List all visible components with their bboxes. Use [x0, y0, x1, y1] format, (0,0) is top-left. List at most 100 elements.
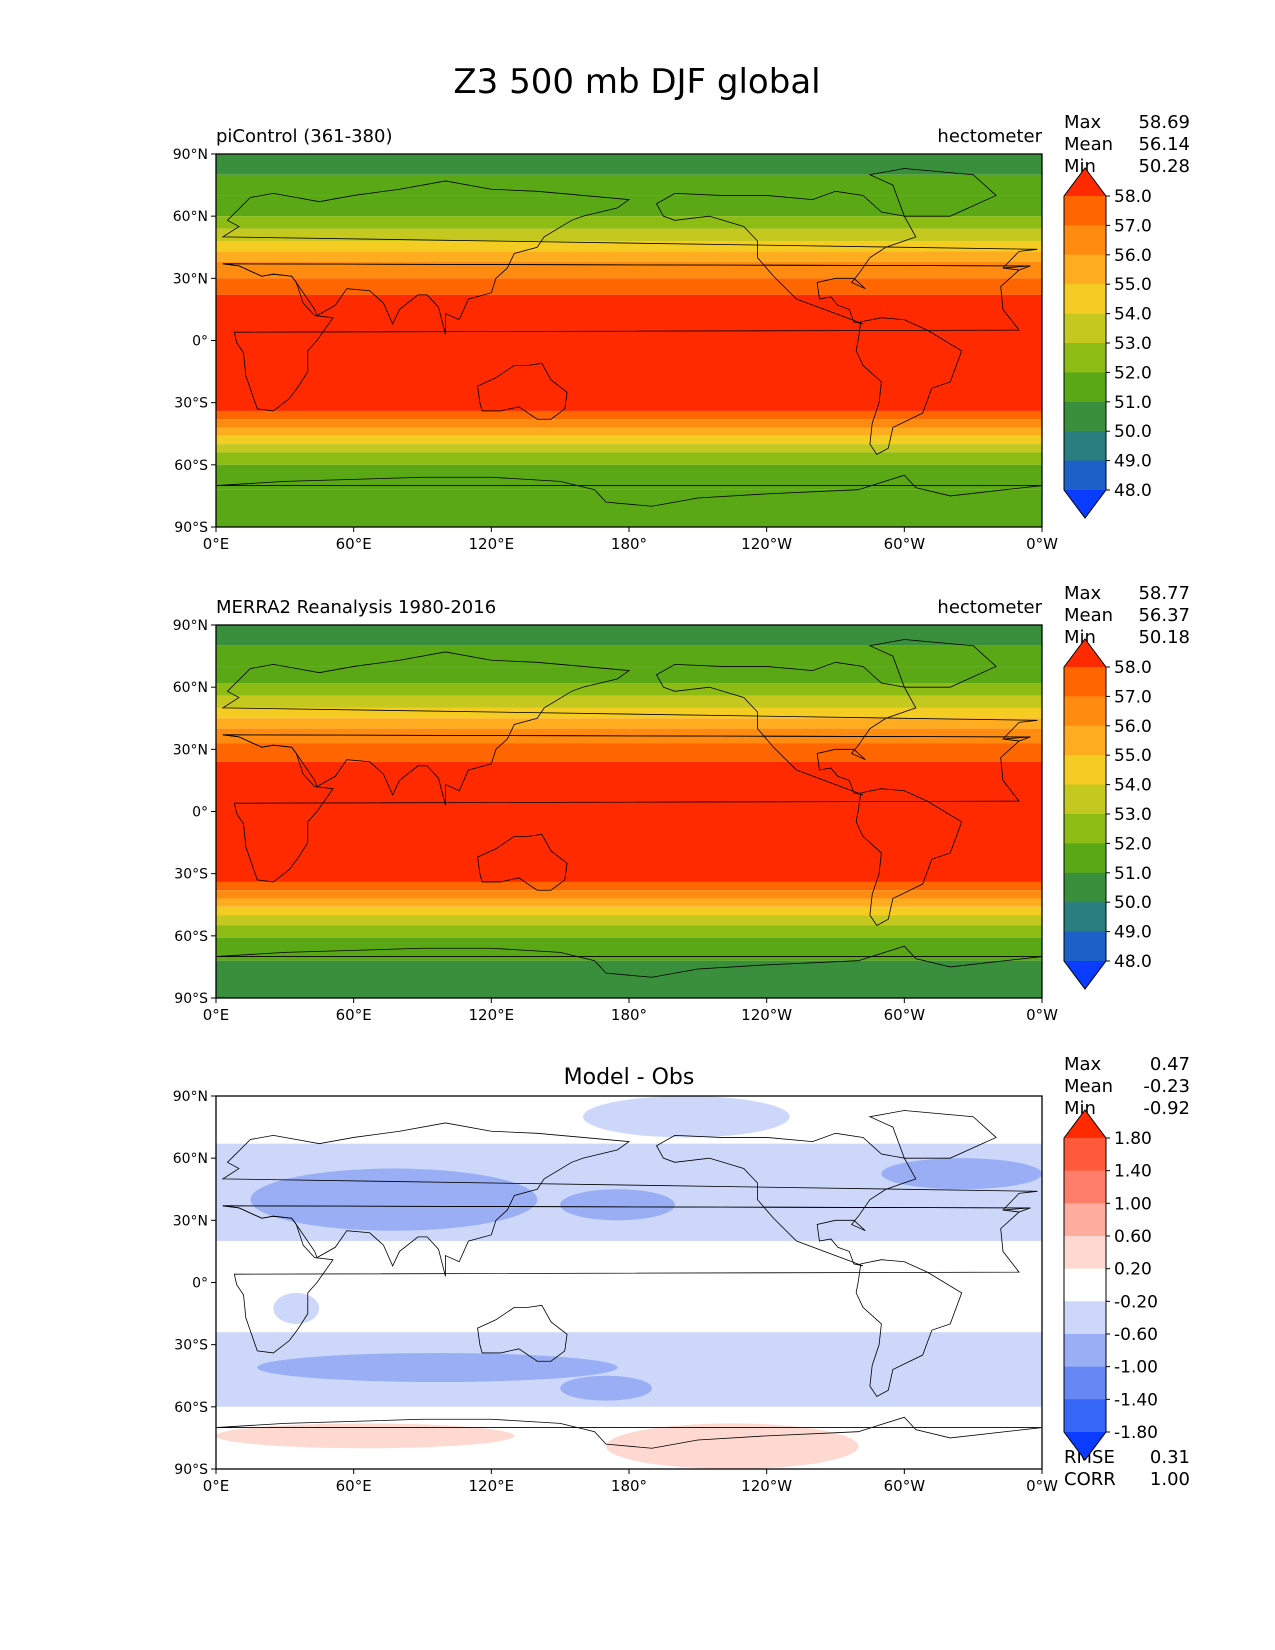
colorbar-segment — [1064, 431, 1106, 462]
stat-label: Mean — [1064, 1076, 1113, 1097]
colorbar-segment — [1064, 1334, 1106, 1368]
anomaly-region — [881, 1158, 1042, 1190]
stat-label: Max — [1064, 112, 1102, 133]
lon-tick-label: 180° — [611, 1477, 647, 1495]
colorbar-tick-label: -0.20 — [1114, 1292, 1158, 1312]
contour-band — [216, 410, 1042, 420]
lat-tick-label: 30°N — [173, 742, 208, 758]
colorbar-tick-label: 52.0 — [1114, 363, 1152, 383]
colorbar-tick-label: -1.00 — [1114, 1358, 1158, 1378]
colorbar-segment — [1064, 1366, 1106, 1400]
lat-tick-label: 90°N — [173, 1089, 208, 1105]
coastline — [477, 1304, 568, 1362]
colorbar-segment — [1064, 1236, 1106, 1270]
map-panel: 90°N 60°N 30°N 0° 30°S 60°S 90°S0°E 60°E 120°E 18… — [173, 1054, 1190, 1495]
contour-band — [216, 241, 1042, 252]
contour-band — [216, 419, 1042, 428]
coastline — [655, 661, 917, 796]
colorbar-segment — [1064, 1301, 1106, 1335]
map-panel: 90°N 60°N 30°N 0° 30°S 60°S 90°S0°E 60°E 120°E 18… — [173, 583, 1190, 1024]
map-field — [216, 625, 1042, 998]
lat-tick-label: 90°S — [174, 991, 208, 1007]
contour-band — [216, 464, 1042, 490]
contour-band — [216, 427, 1042, 436]
lat-tick-label: 30°N — [173, 271, 208, 287]
colorbar-segment — [1064, 372, 1106, 403]
lon-tick-label: 180° — [611, 1006, 647, 1024]
coastline — [868, 1110, 997, 1159]
lon-tick-label: 180° — [611, 535, 647, 553]
colorbar-extend-top — [1064, 1110, 1106, 1138]
anomaly-region — [250, 1168, 538, 1231]
colorbar-segment — [1064, 725, 1106, 756]
contour-band — [216, 915, 1042, 926]
colorbar-tick-label: 1.00 — [1114, 1194, 1152, 1214]
panel-label: MERRA2 Reanalysis 1980-2016 — [216, 597, 496, 618]
contour-band — [216, 890, 1042, 899]
colorbar-tick-label: -1.40 — [1114, 1390, 1158, 1410]
coastline — [216, 1416, 1042, 1449]
colorbar-tick-label: 50.0 — [1114, 893, 1152, 913]
stat-label: Max — [1064, 1054, 1102, 1075]
contour-band — [216, 906, 1042, 916]
colorbar-tick-label: 1.40 — [1114, 1162, 1152, 1182]
lat-tick-label: 90°N — [173, 147, 208, 163]
contour-band — [216, 937, 1042, 961]
contour-band — [216, 195, 1042, 217]
colorbar-segment — [1064, 1399, 1106, 1433]
colorbar-tick-label: 0.60 — [1114, 1227, 1152, 1247]
contour-band — [216, 251, 1042, 262]
contour-band — [216, 695, 1042, 708]
colorbar-segment — [1064, 284, 1106, 315]
contour-band — [216, 261, 1042, 279]
contour-band — [216, 645, 1042, 667]
colorbar-tick-label: 55.0 — [1114, 746, 1152, 766]
anomaly-region — [273, 1292, 320, 1324]
colorbar-extend-top — [1064, 168, 1106, 196]
colorbar-tick-label: 54.0 — [1114, 305, 1152, 325]
colorbar-tick-label: 48.0 — [1114, 952, 1152, 972]
colorbar-extend-bottom — [1064, 1432, 1106, 1460]
stat-label: Mean — [1064, 134, 1113, 155]
contour-band — [216, 960, 1042, 998]
colorbar-tick-label: 58.0 — [1114, 187, 1152, 207]
colorbar-segment — [1064, 460, 1106, 491]
colorbar-tick-label: 50.0 — [1114, 422, 1152, 442]
contour-band — [216, 707, 1042, 719]
lon-tick-label: 120°W — [741, 1477, 792, 1495]
lon-tick-label: 60°W — [884, 1006, 926, 1024]
contour-band — [216, 278, 1042, 295]
lon-tick-label: 0°E — [203, 535, 230, 553]
contour-band — [216, 761, 1042, 882]
coastline — [221, 1122, 1038, 1277]
lon-tick-label: 120°E — [469, 1477, 515, 1495]
anomaly-region — [560, 1375, 652, 1401]
colorbar-tick-label: 1.80 — [1114, 1129, 1152, 1149]
anomaly-region — [257, 1352, 618, 1382]
units-label: hectometer — [937, 597, 1042, 618]
colorbar-tick-label: 49.0 — [1114, 923, 1152, 943]
stat-value: 0.47 — [1150, 1054, 1190, 1075]
lat-tick-label: 30°S — [174, 867, 208, 883]
lon-tick-label: 120°W — [741, 1006, 792, 1024]
stat-value: 50.28 — [1138, 156, 1190, 177]
colorbar-tick-label: 57.0 — [1114, 687, 1152, 707]
colorbar-extend-top — [1064, 639, 1106, 667]
contour-band — [216, 881, 1042, 891]
lat-tick-label: 0° — [192, 334, 208, 350]
metric-value: 1.00 — [1150, 1469, 1190, 1490]
lat-tick-label: 0° — [192, 805, 208, 821]
contour-band — [216, 294, 1042, 411]
metric-value: 0.31 — [1150, 1447, 1190, 1468]
anomaly-region — [606, 1423, 859, 1469]
contour-band — [216, 174, 1042, 196]
colorbar: 58.0 57.0 56.0 55.0 54.0 53.0 52.0 51.0 50.0 49.0… — [1063, 638, 1152, 990]
colorbar-tick-label: 57.0 — [1114, 216, 1152, 236]
colorbar-tick-label: 55.0 — [1114, 275, 1152, 295]
anomaly-region — [560, 1189, 675, 1221]
contour-band — [216, 489, 1042, 527]
colorbar-segment — [1064, 1268, 1106, 1302]
colorbar-extend-bottom — [1064, 961, 1106, 989]
coastline — [216, 474, 1042, 507]
stat-label: Min — [1064, 156, 1096, 177]
